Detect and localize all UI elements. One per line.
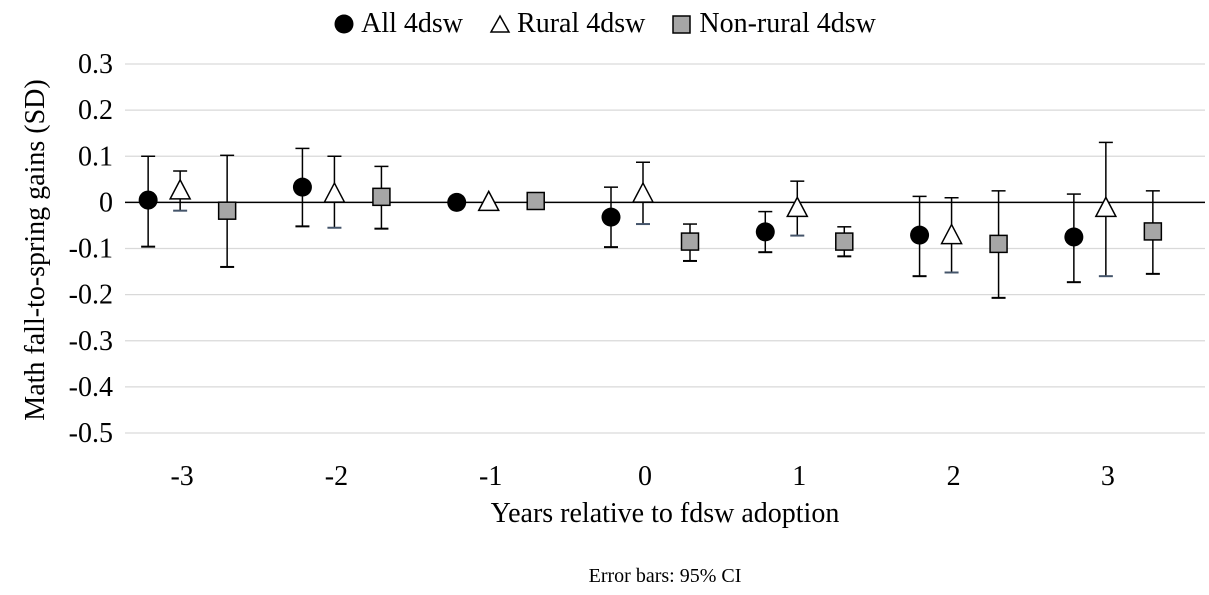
legend-label-rural: Rural 4dsw [517,8,646,39]
data-point-all [292,177,312,197]
legend-item-all: All 4dsw [333,8,463,40]
data-point-nonrural [217,201,237,220]
data-point-all [601,207,621,227]
legend-label-all: All 4dsw [361,8,464,39]
x-tick-label: 3 [1101,461,1115,492]
data-point-rural [940,222,963,245]
legend-label-nonrural: Non-rural 4dsw [699,8,876,39]
chart-note: Error bars: 95% CI [588,565,742,587]
data-point-all [447,192,467,212]
x-tick-label: -2 [325,461,348,492]
y-tick-label: -0.1 [69,234,113,265]
y-axis-title: Math fall-to-spring gains (SD) [20,79,51,421]
data-point-rural [1094,195,1118,218]
y-tick-label: -0.4 [69,372,113,403]
data-point-rural [168,178,192,200]
y-tick-label: -0.2 [69,280,113,311]
legend-circle-marker [334,14,354,34]
chart-legend: All 4dsw Rural 4dsw Non-rural 4dsw [0,6,1209,42]
data-point-nonrural [526,191,545,211]
data-point-rural [786,195,809,218]
x-tick-label: -1 [479,461,502,492]
legend-item-rural: Rural 4dsw [489,8,645,40]
data-point-nonrural [1143,222,1163,241]
y-tick-label: -0.3 [69,326,113,357]
x-tick-label: 0 [638,461,652,492]
data-point-all [1064,227,1084,247]
legend-triangle-marker [489,14,511,33]
y-tick-label: 0 [99,187,113,218]
data-point-all [910,225,930,245]
data-point-nonrural [835,232,854,251]
y-tick-label: -0.5 [69,418,113,449]
data-point-nonrural [680,232,700,251]
x-tick-label: 2 [947,461,961,492]
data-point-nonrural [372,187,391,207]
x-tick-label: 1 [792,461,806,492]
x-axis-title: Years relative to fdsw adoption [490,498,840,529]
y-tick-label: 0.1 [78,141,113,172]
y-tick-label: 0.2 [78,95,113,126]
data-point-all [755,222,775,242]
legend-item-nonrural: Non-rural 4dsw [671,8,876,40]
legend-square-marker [672,15,692,34]
data-point-all [138,190,158,210]
data-point-rural [323,181,346,203]
data-point-nonrural [989,234,1008,254]
x-tick-label: -3 [170,461,193,492]
y-tick-label: 0.3 [78,49,113,80]
data-point-rural [477,189,500,212]
data-point-rural [631,181,655,203]
